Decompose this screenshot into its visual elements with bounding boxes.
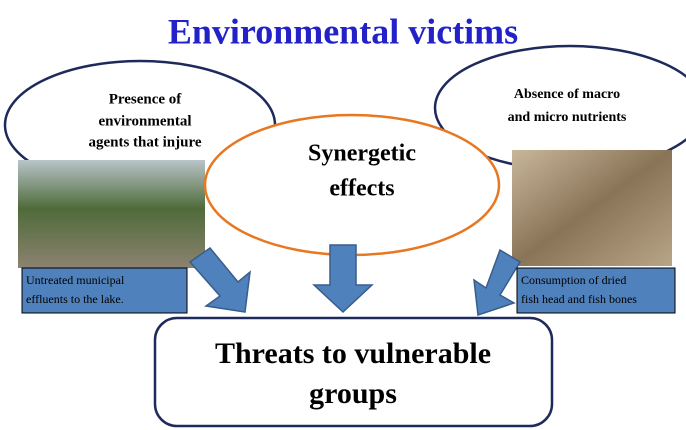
caption-text: fish head and fish bones bbox=[521, 292, 637, 306]
title: Environmental victims bbox=[168, 11, 518, 51]
node-text: agents that injure bbox=[88, 134, 201, 150]
caption-text: Consumption of dried bbox=[521, 273, 626, 287]
node-text: groups bbox=[309, 377, 397, 410]
node-text: Synergetic bbox=[308, 141, 416, 167]
node-text: Threats to vulnerable bbox=[215, 337, 491, 370]
arrow-right bbox=[474, 250, 520, 315]
photo-lake bbox=[18, 160, 205, 268]
node-text: and micro nutrients bbox=[508, 110, 627, 125]
photo-fish bbox=[512, 150, 672, 266]
caption-text: Untreated municipal bbox=[26, 273, 125, 287]
node-text: Presence of bbox=[109, 91, 183, 107]
node-text: Absence of macro bbox=[514, 87, 620, 102]
node-text: effects bbox=[329, 176, 394, 202]
caption-text: effluents to the lake. bbox=[26, 292, 124, 306]
node-text: environmental bbox=[98, 113, 191, 129]
arrow-left bbox=[190, 248, 250, 312]
slide: Environmental victims Presence of enviro… bbox=[0, 0, 686, 430]
